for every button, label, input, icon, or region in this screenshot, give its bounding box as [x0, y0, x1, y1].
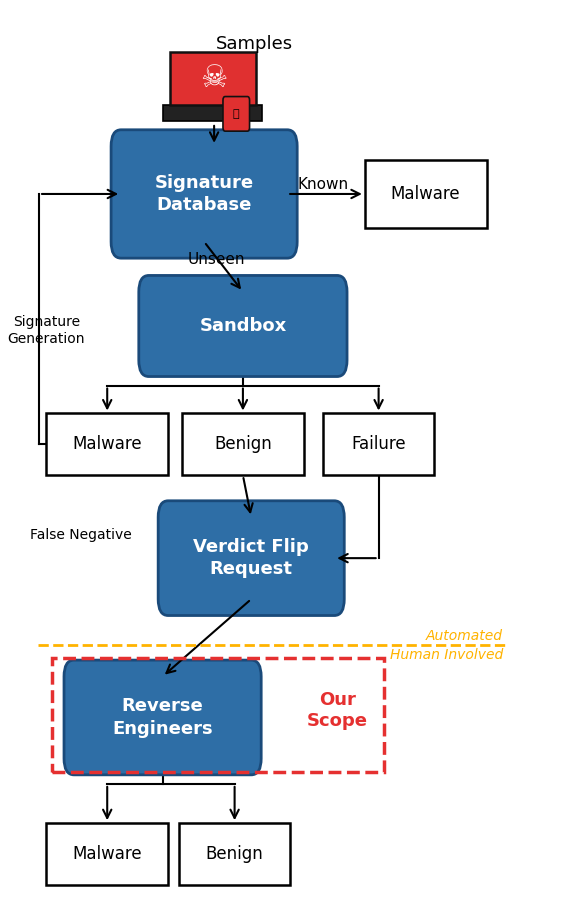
Text: Automated: Automated [426, 629, 503, 643]
FancyBboxPatch shape [111, 130, 297, 258]
Text: Signature
Generation: Signature Generation [8, 315, 85, 345]
Text: Known: Known [298, 178, 349, 192]
Text: False Negative: False Negative [31, 529, 132, 542]
Text: Human Involved: Human Involved [390, 648, 503, 661]
Text: Sandbox: Sandbox [199, 317, 287, 335]
FancyBboxPatch shape [182, 413, 304, 475]
FancyBboxPatch shape [64, 660, 261, 775]
Text: Benign: Benign [206, 845, 264, 863]
Text: Malware: Malware [72, 435, 142, 453]
Text: Samples: Samples [216, 35, 292, 53]
FancyBboxPatch shape [162, 104, 262, 121]
Text: Benign: Benign [214, 435, 272, 453]
FancyBboxPatch shape [139, 276, 347, 376]
FancyBboxPatch shape [158, 501, 344, 616]
FancyBboxPatch shape [46, 823, 168, 885]
FancyBboxPatch shape [179, 823, 290, 885]
FancyBboxPatch shape [223, 96, 250, 131]
Text: Malware: Malware [391, 185, 461, 203]
Text: Our
Scope: Our Scope [306, 691, 368, 729]
Text: Verdict Flip
Request: Verdict Flip Request [194, 538, 309, 578]
Text: Malware: Malware [72, 845, 142, 863]
FancyBboxPatch shape [365, 159, 487, 228]
FancyBboxPatch shape [323, 413, 434, 475]
FancyBboxPatch shape [170, 52, 255, 104]
Text: Signature
Database: Signature Database [154, 174, 254, 214]
Text: Failure: Failure [351, 435, 406, 453]
Text: ☠: ☠ [201, 64, 228, 93]
Text: Reverse
Engineers: Reverse Engineers [112, 697, 213, 737]
FancyBboxPatch shape [46, 413, 168, 475]
Text: 🔒: 🔒 [233, 109, 239, 119]
Text: Unseen: Unseen [187, 252, 245, 267]
